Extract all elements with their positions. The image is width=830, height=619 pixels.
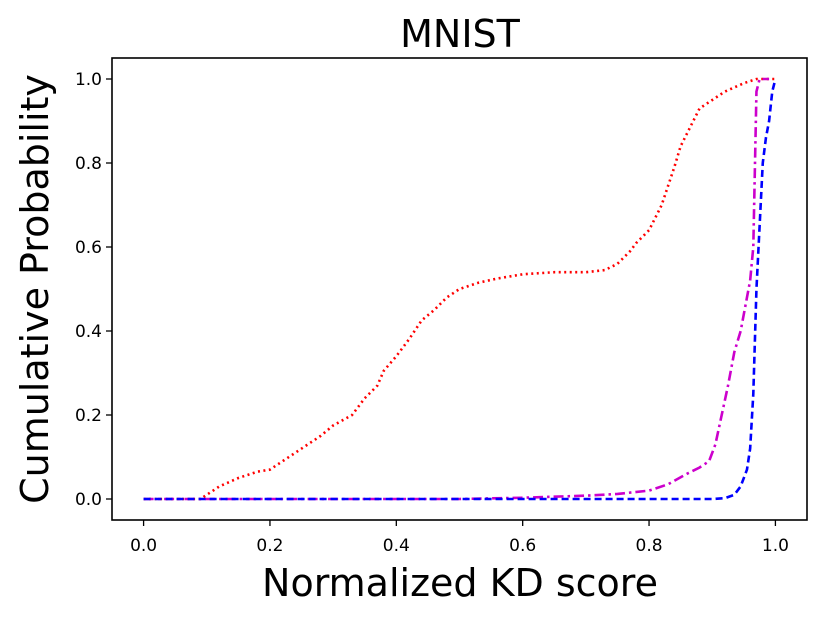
- series-line-magenta-dashdot: [143, 77, 770, 501]
- y-tick-label: 0.6: [75, 238, 102, 258]
- x-axis-label: Normalized KD score: [262, 561, 658, 605]
- plot-frame: [111, 57, 808, 521]
- x-axis-ticks: 0.0 0.2 0.4 0.6 0.8 1.0: [130, 520, 789, 556]
- x-tick-label: 0.0: [130, 536, 157, 556]
- y-axis-ticks: 0.0 0.2 0.4 0.6 0.8 1.0: [75, 70, 112, 510]
- x-tick-label: 0.8: [636, 536, 663, 556]
- y-tick-label: 1.0: [75, 70, 102, 90]
- x-tick-label: 0.6: [509, 536, 536, 556]
- chart-title: MNIST: [400, 12, 521, 56]
- series-layer: [143, 77, 777, 501]
- y-tick-label: 0.4: [75, 322, 102, 342]
- x-tick-label: 0.4: [383, 536, 410, 556]
- series-line-red-dotted: [143, 77, 776, 501]
- y-tick-label: 0.8: [75, 154, 102, 174]
- series-line-blue-dashed: [143, 78, 777, 501]
- y-tick-label: 0.0: [75, 490, 102, 510]
- x-tick-label: 1.0: [762, 536, 789, 556]
- x-tick-label: 0.2: [256, 536, 283, 556]
- y-tick-label: 0.2: [75, 406, 102, 426]
- y-axis-label: Cumulative Probability: [13, 74, 57, 504]
